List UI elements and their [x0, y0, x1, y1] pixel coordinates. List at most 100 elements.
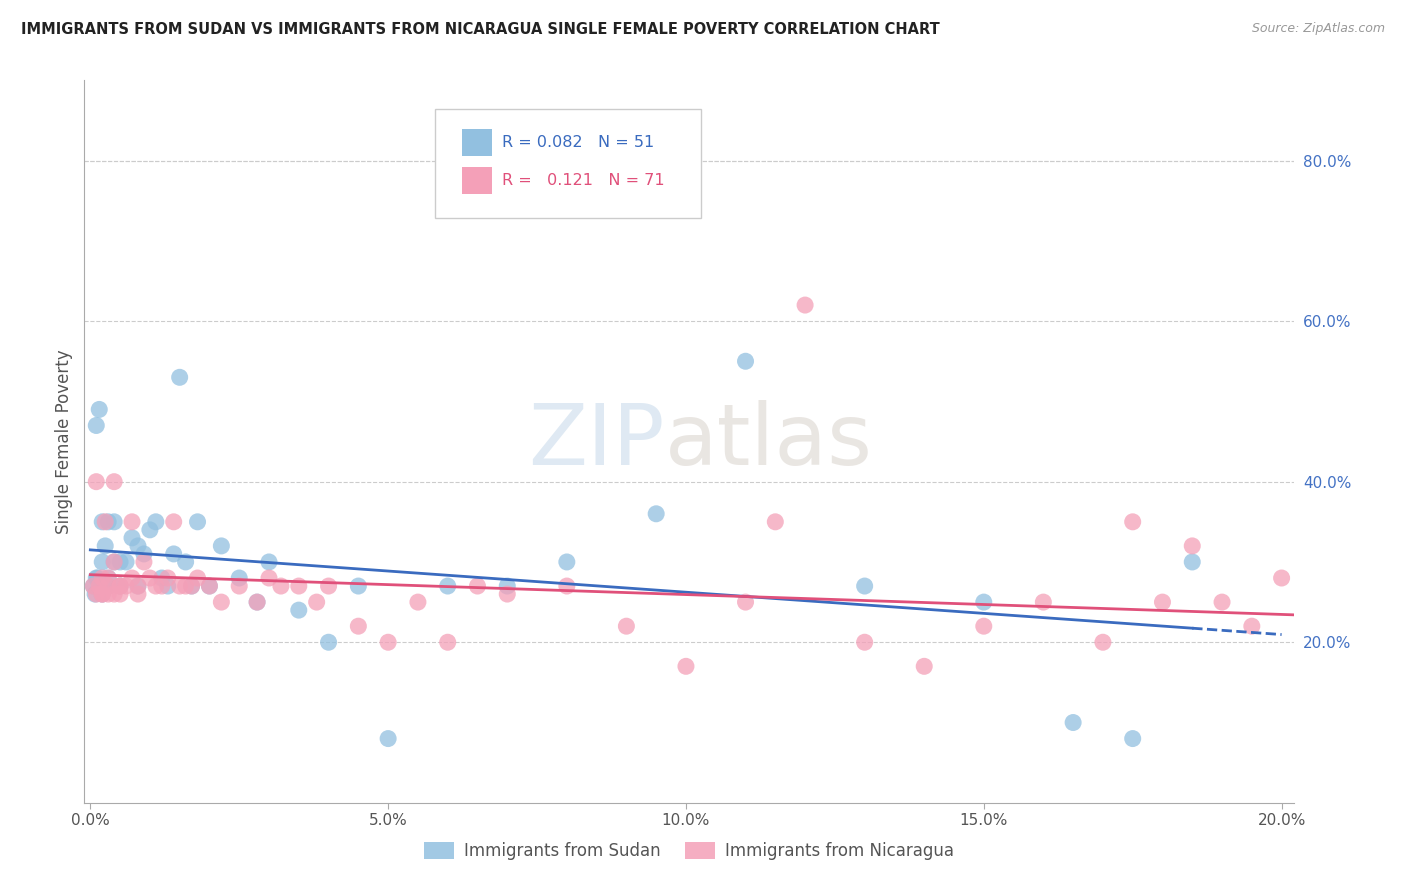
Point	[132, 547, 155, 561]
Point	[86, 571, 108, 585]
Point	[1062, 715, 1084, 730]
Point	[257, 571, 280, 585]
Point	[734, 354, 756, 368]
Point	[186, 515, 208, 529]
Point	[270, 579, 292, 593]
Point	[496, 579, 519, 593]
Point	[84, 587, 107, 601]
Point	[180, 579, 202, 593]
Point	[82, 579, 104, 593]
Point	[145, 579, 167, 593]
Point	[209, 539, 232, 553]
Point	[97, 571, 120, 585]
Point	[127, 579, 149, 593]
Point	[91, 515, 114, 529]
Point	[91, 587, 114, 601]
Point	[347, 579, 370, 593]
Point	[1389, 651, 1406, 665]
Point	[1181, 555, 1204, 569]
Point	[794, 298, 817, 312]
Point	[1271, 571, 1294, 585]
Point	[616, 619, 638, 633]
Point	[1122, 731, 1144, 746]
Point	[496, 587, 519, 601]
Point	[436, 579, 458, 593]
Point	[1301, 635, 1323, 649]
Point	[1360, 635, 1382, 649]
Point	[180, 579, 202, 593]
Point	[91, 587, 114, 601]
Point	[156, 579, 179, 593]
Point	[127, 587, 149, 601]
Point	[174, 555, 197, 569]
Point	[467, 579, 489, 593]
Point	[115, 579, 138, 593]
Point	[163, 547, 186, 561]
Point	[84, 587, 107, 601]
Point	[127, 539, 149, 553]
Point	[97, 587, 120, 601]
Point	[97, 515, 120, 529]
Point	[103, 515, 125, 529]
Point	[734, 595, 756, 609]
Point	[89, 579, 111, 593]
Point	[121, 515, 143, 529]
Point	[198, 579, 221, 593]
Point	[209, 595, 232, 609]
Point	[150, 571, 173, 585]
Point	[973, 595, 995, 609]
Point	[436, 635, 458, 649]
Point	[89, 579, 111, 593]
Point	[103, 587, 125, 601]
Text: R = 0.082   N = 51: R = 0.082 N = 51	[502, 135, 654, 150]
Point	[94, 539, 117, 553]
Point	[103, 555, 125, 569]
Point	[174, 579, 197, 593]
Point	[246, 595, 269, 609]
Point	[645, 507, 668, 521]
Point	[555, 579, 578, 593]
Point	[912, 659, 935, 673]
Point	[347, 619, 370, 633]
Text: Source: ZipAtlas.com: Source: ZipAtlas.com	[1251, 22, 1385, 36]
Point	[163, 515, 186, 529]
Point	[973, 619, 995, 633]
Point	[1091, 635, 1114, 649]
Point	[1122, 515, 1144, 529]
Point	[84, 475, 107, 489]
Point	[228, 571, 250, 585]
Point	[406, 595, 429, 609]
Point	[377, 635, 399, 649]
FancyBboxPatch shape	[461, 128, 492, 156]
Point	[145, 515, 167, 529]
FancyBboxPatch shape	[434, 109, 702, 218]
Point	[1032, 595, 1054, 609]
Point	[94, 515, 117, 529]
Text: atlas: atlas	[665, 400, 873, 483]
Point	[132, 555, 155, 569]
Point	[305, 595, 328, 609]
Point	[1330, 595, 1353, 609]
Point	[377, 731, 399, 746]
Legend: Immigrants from Sudan, Immigrants from Nicaragua: Immigrants from Sudan, Immigrants from N…	[418, 835, 960, 867]
Point	[139, 523, 162, 537]
Point	[186, 571, 208, 585]
Point	[139, 571, 162, 585]
Point	[555, 555, 578, 569]
Point	[763, 515, 786, 529]
Point	[1181, 539, 1204, 553]
Point	[169, 370, 191, 384]
Point	[675, 659, 697, 673]
Point	[84, 571, 107, 585]
Y-axis label: Single Female Poverty: Single Female Poverty	[55, 350, 73, 533]
Point	[156, 571, 179, 585]
Point	[169, 579, 191, 593]
Point	[108, 579, 131, 593]
Point	[1152, 595, 1174, 609]
Point	[288, 579, 311, 593]
Point	[198, 579, 221, 593]
Point	[257, 555, 280, 569]
Point	[150, 579, 173, 593]
Text: R =   0.121   N = 71: R = 0.121 N = 71	[502, 173, 664, 188]
Point	[121, 571, 143, 585]
